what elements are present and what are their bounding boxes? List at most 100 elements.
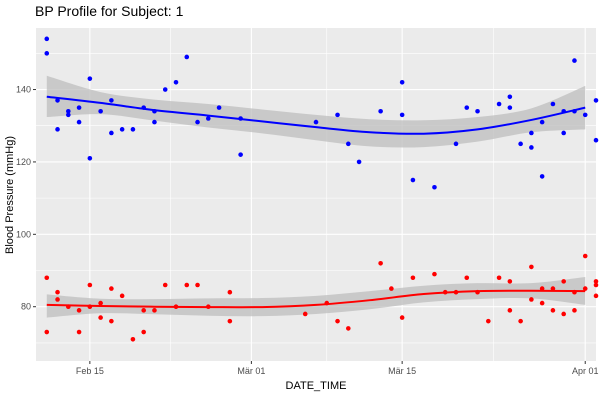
systolic-point: [378, 108, 383, 114]
diastolic-point: [539, 286, 545, 291]
systolic-point: [98, 108, 103, 114]
trend-lines: [46, 95, 586, 309]
diastolic-point: [399, 315, 405, 320]
systolic-point: [356, 159, 362, 165]
x-tick-label: Mär 15: [388, 366, 416, 376]
diastolic-point: [227, 318, 233, 324]
systolic-point: [529, 145, 534, 150]
systolic-point: [593, 137, 599, 143]
systolic-point: [464, 105, 470, 110]
diastolic-point: [561, 311, 566, 317]
diastolic-point: [410, 275, 416, 281]
systolic-point: [76, 119, 82, 125]
systolic-point: [55, 127, 60, 132]
systolic-point: [184, 54, 190, 60]
systolic-point: [593, 98, 599, 103]
diastolic-point: [141, 308, 146, 313]
systolic-point: [130, 127, 136, 132]
x-tick-label: Apr 01: [572, 366, 599, 376]
diastolic-point: [184, 282, 190, 288]
diastolic-point: [195, 282, 200, 288]
systolic-point: [582, 112, 588, 118]
systolic-point: [162, 87, 168, 92]
systolic-point: [453, 141, 459, 147]
diastolic-point: [582, 286, 588, 291]
diastolic-point: [561, 279, 566, 284]
systolic-point: [66, 108, 71, 114]
diastolic-point: [529, 297, 534, 302]
systolic-point: [561, 130, 566, 136]
chart-title: BP Profile for Subject: 1: [35, 3, 184, 19]
systolic-point: [572, 58, 577, 63]
systolic-point: [195, 119, 200, 125]
systolic-point: [119, 127, 125, 132]
diastolic-point: [302, 311, 308, 317]
diastolic-trend-line: [46, 289, 586, 309]
y-tick-label: 100: [16, 229, 31, 239]
systolic-point: [109, 98, 114, 103]
diastolic-point: [98, 300, 103, 306]
x-tick-label: Feb 15: [76, 366, 104, 376]
systolic-point: [518, 141, 523, 147]
systolic-point: [173, 79, 179, 85]
y-axis: 80 100 120 140: [16, 85, 36, 312]
diastolic-point: [76, 308, 82, 313]
systolic-point: [152, 119, 157, 125]
diastolic-point: [572, 308, 577, 313]
diastolic-point: [486, 318, 491, 324]
y-tick-label: 140: [16, 85, 31, 95]
diastolic-point: [432, 271, 437, 277]
diastolic-point: [593, 279, 599, 284]
systolic-point: [55, 98, 60, 103]
diastolic-point: [593, 282, 599, 288]
systolic-point: [87, 76, 93, 81]
systolic-point: [44, 51, 50, 56]
y-tick-label: 120: [16, 157, 31, 167]
systolic-point: [529, 130, 534, 136]
diastolic-point: [141, 329, 146, 335]
diastolic-point: [550, 308, 556, 313]
systolic-point: [399, 112, 405, 118]
systolic-point: [475, 108, 480, 114]
diastolic-point: [507, 308, 513, 313]
diastolic-point: [98, 315, 103, 320]
systolic-point: [507, 94, 513, 100]
systolic-point: [76, 105, 82, 110]
diastolic-point: [550, 286, 556, 291]
systolic-point: [496, 101, 502, 107]
diastolic-point: [109, 286, 114, 291]
diastolic-point: [130, 336, 136, 342]
y-axis-title: Blood Pressure (mmHg): [4, 136, 16, 254]
systolic-point: [539, 119, 545, 125]
diastolic-point: [55, 297, 60, 302]
diastolic-point: [496, 275, 502, 281]
diastolic-point: [593, 293, 599, 299]
systolic-point: [507, 105, 513, 110]
diastolic-point: [378, 260, 383, 266]
systolic-point: [66, 112, 71, 118]
systolic-point: [313, 119, 319, 125]
systolic-point: [44, 36, 50, 42]
systolic-point: [335, 112, 340, 118]
x-axis: Feb 15 Mär 01 Mär 15 Apr 01: [76, 361, 599, 376]
diastolic-point: [529, 264, 534, 270]
diastolic-point: [389, 286, 394, 291]
diastolic-point: [507, 279, 513, 284]
systolic-point: [346, 141, 351, 147]
diastolic-point: [518, 318, 523, 324]
diastolic-point: [162, 282, 168, 288]
x-axis-title: DATE_TIME: [286, 380, 347, 392]
systolic-point: [87, 156, 93, 161]
diastolic-point: [539, 300, 545, 306]
diastolic-point: [464, 275, 470, 281]
diastolic-point: [582, 253, 588, 259]
systolic-point: [109, 130, 114, 136]
diastolic-point: [227, 289, 233, 295]
x-tick-label: Mär 01: [237, 366, 265, 376]
diastolic-point: [76, 329, 82, 335]
diastolic-point: [44, 329, 50, 335]
systolic-point: [216, 105, 222, 110]
diastolic-point: [152, 308, 157, 313]
systolic-confidence-band: [46, 75, 586, 148]
